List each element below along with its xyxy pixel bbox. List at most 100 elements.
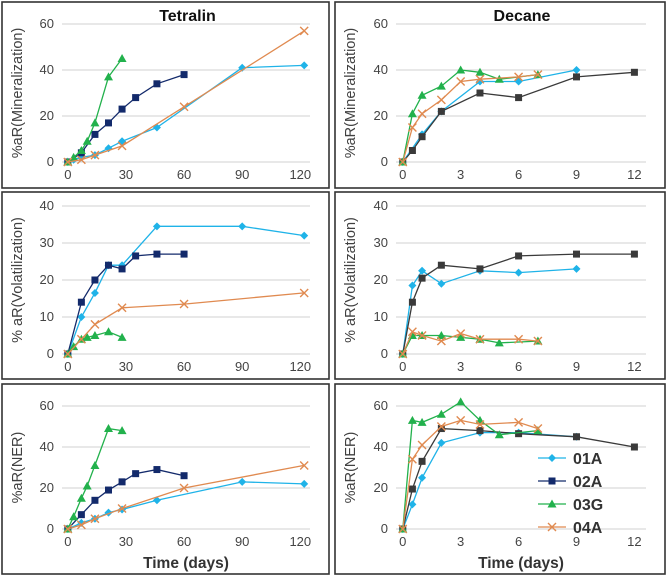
data-point-02A xyxy=(476,427,484,435)
data-point-04A xyxy=(407,123,417,132)
data-point-04A xyxy=(514,417,524,427)
data-point-02A xyxy=(91,130,99,138)
tetralin-mineralization-panel: 0 20 40 60 0 30 60 90 120 %aR(Mineralization) Tetr… xyxy=(1,1,330,189)
x-tick-label: 6 xyxy=(515,167,522,182)
data-point-02A xyxy=(105,486,112,494)
data-point-03G xyxy=(82,481,92,490)
data-point-01A xyxy=(238,63,247,72)
series-04A xyxy=(63,460,309,534)
y-tick-label: 20 xyxy=(40,480,54,495)
y-axis-label: %aR(NER) xyxy=(10,432,26,504)
x-tick-label: 120 xyxy=(289,167,311,182)
data-point-03G xyxy=(90,460,100,469)
data-point-04A xyxy=(417,440,427,450)
series-02A xyxy=(399,250,638,358)
y-tick-label: 0 xyxy=(47,521,54,536)
data-point-04A xyxy=(76,334,86,344)
x-tick-label: 3 xyxy=(457,167,464,182)
y-tick-label: 0 xyxy=(381,154,388,169)
data-point-01A xyxy=(418,266,427,275)
data-point-01A xyxy=(300,61,309,70)
data-point-02A xyxy=(153,80,161,88)
data-point-03G xyxy=(407,415,417,424)
series-04A xyxy=(63,288,309,359)
data-point-04A xyxy=(63,524,73,534)
data-point-01A xyxy=(90,288,99,297)
data-point-04A xyxy=(533,424,543,434)
data-point-02A xyxy=(418,133,426,141)
data-point-01A xyxy=(238,222,247,231)
data-point-02A xyxy=(476,265,484,273)
series-04A xyxy=(63,26,309,167)
data-point-03G xyxy=(117,426,127,435)
data-point-03G xyxy=(417,417,427,426)
y-tick-label: 20 xyxy=(374,480,388,495)
legend-label: 03G xyxy=(573,497,603,514)
data-point-03G xyxy=(436,409,446,418)
y-tick-label: 40 xyxy=(374,439,388,454)
data-point-04A xyxy=(436,336,446,346)
x-tick-label: 0 xyxy=(64,167,71,182)
x-tick-label: 12 xyxy=(627,534,641,549)
data-point-04A xyxy=(299,460,309,470)
y-tick-label: 40 xyxy=(40,439,54,454)
legend-marker-03G xyxy=(547,499,557,508)
y-tick-label: 40 xyxy=(374,62,388,77)
y-tick-label: 60 xyxy=(40,398,54,413)
legend: 01A 02A 03G 04A xyxy=(538,451,603,537)
x-tick-label: 90 xyxy=(235,534,249,549)
legend-entry-04A: 04A xyxy=(538,520,603,537)
decane-ner-frame xyxy=(334,383,666,575)
x-axis-label: Time (days) xyxy=(143,555,229,572)
data-point-02A xyxy=(105,119,112,127)
data-point-04A xyxy=(63,349,73,359)
data-point-02A xyxy=(630,443,638,451)
data-point-02A xyxy=(180,472,188,480)
data-point-01A xyxy=(408,281,417,290)
data-point-04A xyxy=(76,520,86,530)
data-point-02A xyxy=(91,276,99,284)
data-point-02A xyxy=(408,147,416,154)
data-point-02A xyxy=(132,94,140,102)
data-point-02A xyxy=(180,250,188,258)
data-point-01A xyxy=(572,264,581,273)
x-tick-label: 60 xyxy=(177,534,191,549)
data-point-04A xyxy=(533,336,543,346)
y-tick-label: 0 xyxy=(47,154,54,169)
decane-volatilization-frame xyxy=(334,191,666,380)
data-point-04A xyxy=(117,303,127,313)
series-03G xyxy=(398,397,543,533)
data-point-03G xyxy=(475,67,485,76)
data-point-04A xyxy=(76,155,86,165)
data-point-02A xyxy=(437,261,445,269)
data-point-04A xyxy=(299,288,309,298)
x-tick-label: 6 xyxy=(515,359,522,374)
data-point-01A xyxy=(514,268,523,277)
legend-label: 02A xyxy=(573,474,603,491)
x-tick-label: 120 xyxy=(289,359,311,374)
legend-label: 04A xyxy=(573,520,603,537)
data-point-03G xyxy=(417,90,427,99)
data-point-04A xyxy=(475,334,485,344)
data-point-02A xyxy=(630,250,638,258)
x-tick-label: 9 xyxy=(573,359,580,374)
data-point-02A xyxy=(132,470,140,478)
data-point-03G xyxy=(456,332,466,341)
y-axis-label: %aR(Mineralization) xyxy=(343,28,359,159)
y-tick-label: 30 xyxy=(40,235,54,250)
x-tick-label: 3 xyxy=(457,359,464,374)
data-point-02A xyxy=(515,252,523,260)
data-point-01A xyxy=(300,231,309,240)
series-04A xyxy=(398,70,543,167)
panel-title: Decane xyxy=(494,8,551,25)
data-point-02A xyxy=(437,107,445,115)
data-point-01A xyxy=(408,500,417,509)
y-tick-label: 40 xyxy=(40,62,54,77)
y-tick-label: 30 xyxy=(374,235,388,250)
data-point-03G xyxy=(494,430,504,439)
data-point-04A xyxy=(417,331,427,340)
y-tick-label: 40 xyxy=(374,198,388,213)
data-point-04A xyxy=(407,454,417,464)
y-axis-label: % aR(Volatilization) xyxy=(10,217,26,343)
data-point-02A xyxy=(77,511,85,519)
